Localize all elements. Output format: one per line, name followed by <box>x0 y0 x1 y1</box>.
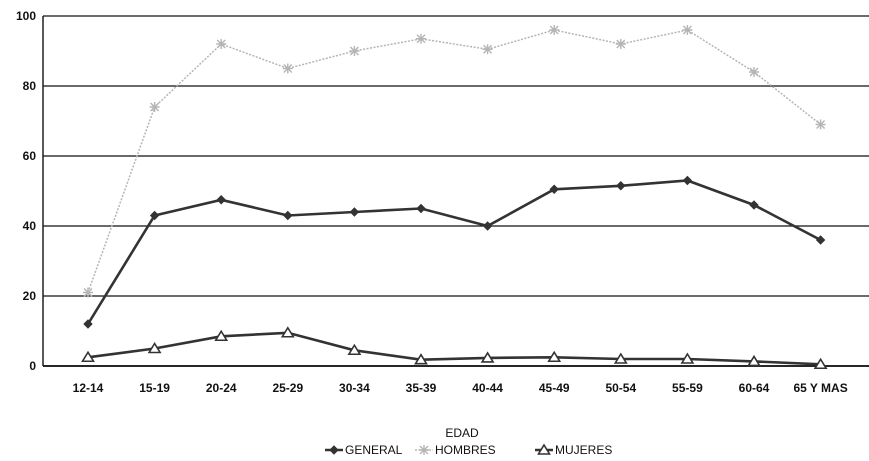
data-point <box>282 63 293 74</box>
data-point <box>815 235 826 245</box>
legend-item-mujeres: MUJERES <box>535 443 612 457</box>
data-point <box>280 326 295 338</box>
x-tick-label: 55-59 <box>672 381 703 395</box>
series-hombres <box>83 25 826 298</box>
data-point <box>616 181 626 191</box>
x-tick-label: 25-29 <box>272 381 303 395</box>
x-tick-label: 35-39 <box>406 381 437 395</box>
legend-item-hombres: HOMBRES <box>415 443 496 457</box>
data-point <box>549 184 559 194</box>
data-point <box>813 357 828 370</box>
data-point <box>81 350 95 363</box>
legend-item-general: GENERAL <box>325 443 403 457</box>
legend-label: MUJERES <box>555 443 612 457</box>
y-tick-label: 0 <box>29 359 36 373</box>
series-line <box>87 29 822 293</box>
data-point <box>416 33 426 44</box>
series-general <box>83 175 826 329</box>
y-tick-label: 80 <box>23 79 37 93</box>
data-point <box>216 39 227 49</box>
legend-marker <box>537 443 551 455</box>
legend-marker <box>419 445 429 455</box>
data-point <box>549 25 560 35</box>
data-point <box>149 210 160 221</box>
x-axis-tick-labels: 12-14 15-19 20-24 25-29 30-34 35-39 40-44 45-49… <box>73 381 848 395</box>
data-point <box>815 119 826 130</box>
data-point <box>749 67 759 77</box>
data-point <box>83 319 93 329</box>
data-point <box>83 287 93 298</box>
y-tick-label: 40 <box>23 219 37 233</box>
data-point <box>349 46 360 56</box>
x-tick-label: 30-34 <box>339 381 370 395</box>
data-point <box>615 39 626 49</box>
x-tick-label: 40-44 <box>472 381 503 395</box>
data-point <box>347 343 362 356</box>
legend-label: HOMBRES <box>435 443 496 457</box>
data-point <box>414 353 428 365</box>
data-point <box>680 352 695 364</box>
x-tick-label: 15-19 <box>139 381 170 395</box>
series-mujeres <box>81 326 828 370</box>
data-point <box>749 200 759 210</box>
x-tick-label: 50-54 <box>605 381 636 395</box>
x-tick-label: 65 Y MAS <box>793 381 847 395</box>
data-point <box>480 351 495 363</box>
y-tick-label: 60 <box>23 149 37 163</box>
x-tick-label: 12-14 <box>73 381 104 395</box>
data-point <box>682 25 693 35</box>
data-point <box>149 102 160 112</box>
data-point <box>214 329 229 342</box>
grid-lines <box>42 15 869 367</box>
legend-label: GENERAL <box>345 443 403 457</box>
data-point <box>482 44 493 55</box>
data-point <box>682 175 693 186</box>
y-axis-tick-labels: 0 20 40 60 80 100 <box>16 9 36 373</box>
data-point <box>416 203 426 214</box>
y-tick-label: 100 <box>16 9 36 23</box>
data-point <box>747 354 761 367</box>
data-point <box>482 221 493 231</box>
series-line <box>87 331 821 366</box>
data-point <box>547 350 562 363</box>
legend: GENERAL HOMBRES MUJERES <box>325 443 612 457</box>
x-tick-label: 45-49 <box>539 381 570 395</box>
data-point <box>349 207 360 217</box>
data-point <box>283 210 293 221</box>
series-lines <box>81 25 828 370</box>
data-point <box>147 341 162 354</box>
x-axis-title: EDAD <box>445 426 479 440</box>
legend-marker <box>329 445 339 455</box>
data-point <box>216 195 226 205</box>
data-point <box>613 352 628 364</box>
series-line <box>86 179 822 325</box>
y-tick-label: 20 <box>23 289 37 303</box>
x-tick-label: 60-64 <box>739 381 770 395</box>
x-tick-label: 20-24 <box>206 381 237 395</box>
